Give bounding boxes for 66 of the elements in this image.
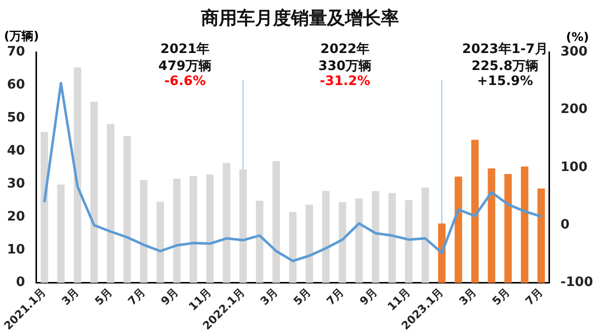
x-tick-label: 7月	[522, 285, 546, 308]
bar	[156, 202, 164, 283]
annotation: 330万辆	[317, 58, 373, 75]
bar	[256, 200, 264, 283]
x-tick-label: 3月	[258, 285, 280, 308]
annotation: 2021年	[159, 41, 211, 58]
bar	[289, 212, 297, 283]
chart-title: 商用车月度销量及增长率	[200, 7, 400, 30]
bar	[372, 191, 380, 283]
y2-tick-label: 100	[560, 160, 588, 175]
y2-tick-label: 0	[560, 218, 570, 233]
bar	[106, 124, 114, 283]
x-tick-label: 5月	[92, 285, 115, 308]
x-tick-label: 7月	[125, 285, 148, 308]
bar	[322, 190, 330, 283]
y2-axis-title: (%)	[566, 30, 589, 44]
annotation: 2022年	[319, 41, 371, 58]
bar	[537, 188, 545, 283]
x-tick-label: 9月	[158, 285, 181, 308]
bar	[222, 162, 230, 283]
y-tick-label: 30	[6, 176, 26, 192]
x-tick-label: 3月	[456, 285, 480, 308]
y-tick-label: 60	[6, 77, 26, 92]
bar	[239, 169, 247, 283]
y-tick-label: 40	[6, 143, 26, 158]
annotation: -6.6%	[163, 74, 207, 89]
bar	[173, 178, 181, 283]
annotation: 2023年1-7月	[462, 42, 548, 57]
bar	[504, 174, 512, 283]
y-tick-label: 50	[6, 110, 26, 126]
bar	[123, 136, 131, 283]
y2-tick-label: -100	[560, 275, 594, 290]
bar	[520, 166, 528, 283]
x-tick-label: 5月	[490, 285, 512, 308]
y-tick-label: 70	[6, 44, 26, 60]
annotation: +15.9%	[476, 74, 534, 89]
x-tick-label: 9月	[357, 285, 380, 308]
y-tick-label: 0	[16, 275, 26, 290]
bar	[388, 193, 396, 283]
bar	[488, 168, 496, 283]
bar	[471, 140, 479, 283]
bar	[438, 224, 446, 283]
y2-tick-label: 200	[560, 102, 588, 118]
annotation: 225.8万辆	[471, 59, 539, 74]
y-axis-title: (万辆)	[4, 28, 39, 45]
bar	[206, 174, 214, 283]
bar	[57, 184, 65, 283]
bar	[190, 176, 198, 283]
y2-tick-label: 300	[560, 44, 588, 60]
bar	[404, 200, 412, 283]
bar	[338, 202, 346, 283]
x-tick-label: 3月	[59, 285, 82, 308]
y-tick-label: 20	[6, 209, 26, 224]
bar	[306, 204, 314, 283]
y-tick-label: 10	[6, 242, 26, 258]
bar	[40, 132, 48, 283]
bar	[422, 188, 429, 283]
annotation: 479万辆	[157, 58, 213, 75]
x-tick-label: 7月	[324, 285, 347, 308]
bar	[140, 180, 148, 283]
bar	[272, 161, 280, 283]
bar	[454, 176, 462, 283]
x-tick-label: 5月	[291, 285, 314, 308]
annotation: -31.2%	[318, 74, 372, 89]
bar	[90, 102, 98, 283]
bar	[355, 198, 363, 283]
